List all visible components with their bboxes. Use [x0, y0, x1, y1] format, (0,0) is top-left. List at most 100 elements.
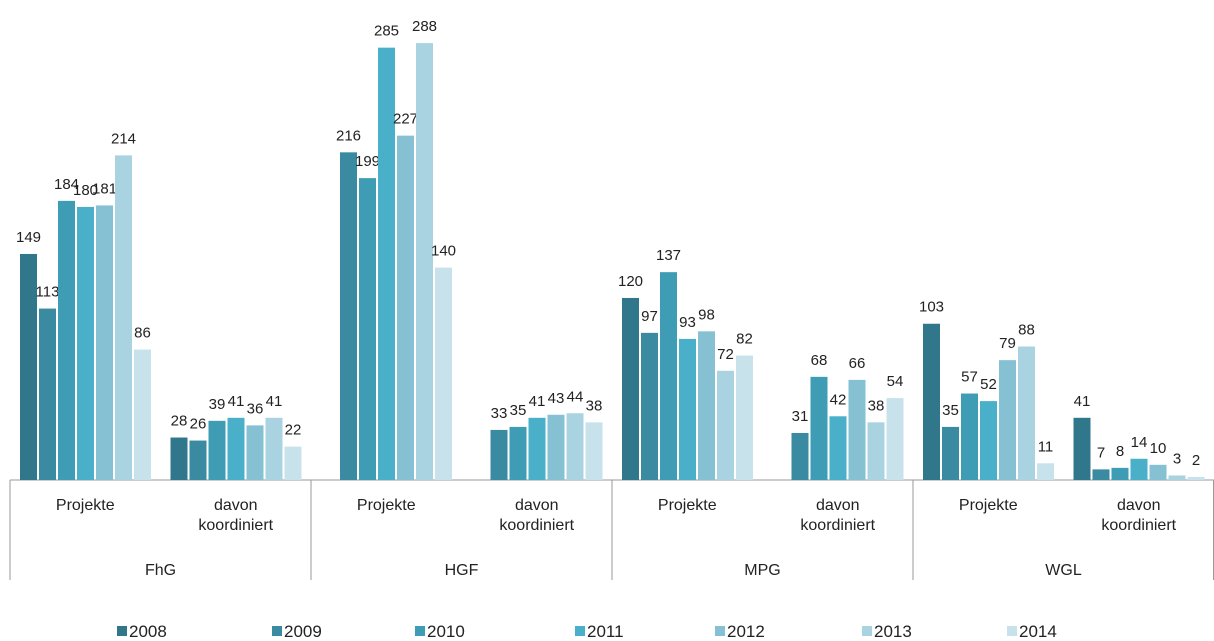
data-label: 8 — [1116, 443, 1124, 460]
data-label: 98 — [698, 306, 715, 323]
data-label: 184 — [54, 176, 79, 193]
legend-swatch — [1007, 626, 1017, 636]
legend-swatch — [715, 626, 725, 636]
bar — [1018, 346, 1035, 480]
legend-label: 2009 — [284, 622, 322, 641]
bar — [134, 349, 151, 480]
bar — [208, 420, 226, 480]
bar — [1168, 475, 1186, 480]
category-label: davon koordiniert — [1101, 497, 1177, 534]
bar — [359, 178, 376, 480]
bar — [999, 360, 1016, 480]
bar — [20, 253, 37, 480]
legend-swatch — [862, 626, 872, 636]
legend-label: 2012 — [727, 622, 765, 641]
data-label: 288 — [412, 18, 437, 35]
bar — [1092, 469, 1110, 480]
data-label: 120 — [618, 273, 643, 290]
data-label: 35 — [510, 402, 527, 419]
data-label: 41 — [266, 393, 283, 410]
legend-swatch — [117, 626, 127, 636]
bar — [1037, 463, 1054, 480]
data-label: 41 — [1074, 393, 1091, 410]
data-label: 137 — [656, 247, 681, 264]
bar — [528, 417, 546, 480]
category-label: Projekte — [356, 497, 416, 514]
bar — [246, 425, 264, 480]
data-label: 93 — [679, 314, 696, 331]
bar — [829, 416, 847, 480]
legend-swatch — [415, 626, 425, 636]
data-label: 42 — [830, 391, 847, 408]
bar — [717, 370, 734, 480]
legend-label: 2010 — [427, 622, 465, 641]
bar — [791, 432, 809, 480]
data-label: 140 — [431, 243, 456, 260]
data-label: 66 — [849, 355, 866, 372]
data-label: 7 — [1097, 444, 1105, 461]
data-label: 199 — [355, 153, 380, 170]
data-label: 86 — [134, 325, 151, 342]
bar — [96, 205, 113, 480]
data-label: 41 — [529, 393, 546, 410]
bar — [115, 155, 132, 480]
data-label: 41 — [228, 393, 245, 410]
bar — [509, 426, 527, 480]
data-label: 26 — [190, 416, 207, 433]
bar — [189, 440, 207, 480]
data-label: 2 — [1192, 452, 1200, 469]
data-label: 103 — [919, 299, 944, 316]
bar — [1073, 417, 1091, 480]
group-label: WGL — [1045, 562, 1082, 579]
data-label: 39 — [209, 396, 226, 413]
data-label: 214 — [111, 130, 136, 147]
data-label: 57 — [961, 369, 978, 386]
bar — [961, 393, 978, 480]
data-label: 216 — [336, 127, 361, 144]
data-label: 97 — [641, 308, 658, 325]
bar — [397, 135, 414, 481]
data-label: 285 — [374, 23, 399, 40]
data-label: 44 — [567, 388, 584, 405]
bar — [284, 446, 302, 480]
bar — [547, 414, 565, 480]
data-label: 149 — [16, 229, 41, 246]
bar — [1187, 476, 1205, 480]
bar — [698, 331, 715, 480]
data-label: 28 — [171, 413, 188, 430]
legend-label: 2011 — [587, 622, 624, 641]
data-label: 14 — [1131, 434, 1148, 451]
bar — [660, 272, 677, 480]
bar — [1111, 467, 1129, 480]
bar — [1149, 464, 1167, 480]
bar — [867, 422, 885, 480]
bar — [416, 43, 433, 480]
data-label: 180 — [73, 182, 98, 199]
bar — [980, 401, 997, 480]
category-label: davon koordiniert — [800, 497, 876, 534]
data-label: 38 — [586, 397, 603, 414]
legend-label: 2013 — [874, 622, 912, 641]
data-label: 38 — [868, 397, 885, 414]
legend-swatch — [575, 626, 585, 636]
bar — [490, 429, 508, 480]
bar — [227, 417, 245, 480]
data-label: 72 — [717, 346, 734, 363]
bar — [1130, 458, 1148, 480]
bar — [736, 355, 753, 480]
data-label: 36 — [247, 400, 264, 417]
bar — [886, 398, 904, 480]
bar — [679, 338, 696, 480]
data-label: 31 — [792, 408, 809, 425]
data-label: 68 — [811, 352, 828, 369]
group-label: HGF — [444, 562, 479, 579]
data-label: 181 — [92, 180, 117, 197]
bar — [378, 47, 395, 480]
category-label: Projekte — [958, 497, 1018, 514]
data-label: 227 — [393, 111, 418, 128]
legend-swatch — [272, 626, 282, 636]
data-label: 54 — [887, 373, 904, 390]
bar — [39, 308, 56, 480]
data-label: 43 — [548, 390, 565, 407]
